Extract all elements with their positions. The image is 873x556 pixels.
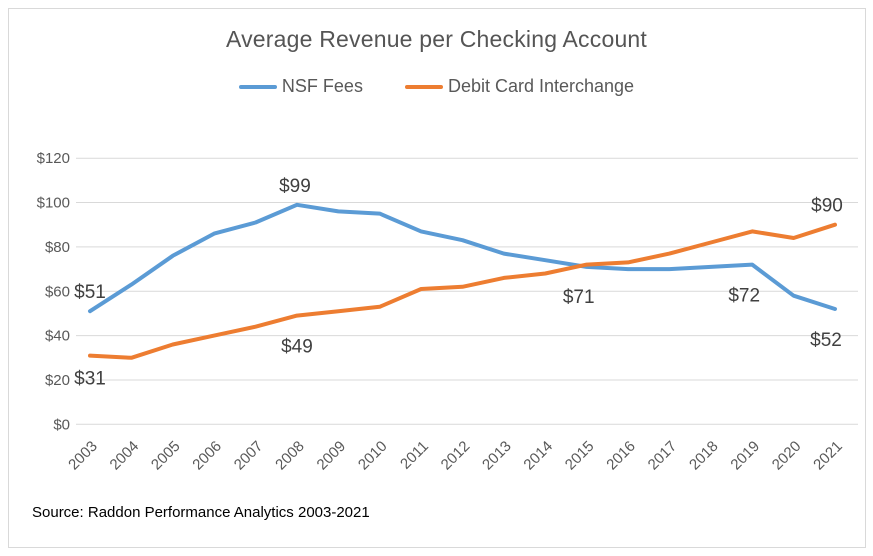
source-note: Source: Raddon Performance Analytics 200… [32,504,370,521]
data-label: $31 [74,369,106,390]
data-label: $49 [281,337,313,358]
data-label: $72 [728,286,760,307]
x-axis-tick-label: 2006 [189,438,225,474]
nsf-fees-line-swatch-icon [238,84,277,89]
data-label: $51 [74,282,106,303]
x-axis-tick-label: 2005 [148,438,184,474]
x-axis-tick-label: 2003 [65,438,101,474]
debit-card-interchange-line [88,222,837,360]
data-label: $52 [810,330,842,351]
data-label: $71 [563,287,595,308]
x-axis-tick-label: 2007 [231,438,267,474]
x-axis-tick-label: 2017 [645,438,681,474]
x-axis-tick-label: 2018 [686,438,722,474]
chart-title: Average Revenue per Checking Account [225,26,648,52]
x-axis-tick-label: 2015 [562,438,598,474]
x-axis-tick-label: 2012 [438,438,474,474]
y-axis-tick-label: $100 [37,195,70,212]
x-axis-tick-label: 2019 [727,438,763,474]
legend-label-nsf-fees: NSF Fees [281,76,363,96]
legend-item-nsf-fees: NSF Fees [238,76,363,97]
legend: NSF Fees Debit Card Interchange [0,76,873,97]
x-axis-tick-label: 2004 [107,438,143,474]
nsf-fees-line [88,202,837,314]
x-axis-tick-label: 2013 [479,438,515,474]
x-axis-tick-label: 2016 [603,438,639,474]
x-axis-tick-label: 2008 [272,438,308,474]
debit-card-interchange-line-swatch-icon [404,84,443,89]
x-axis-tick-label: 2010 [355,438,391,474]
legend-item-debit-card-interchange: Debit Card Interchange [404,76,635,97]
x-axis-tick-label: 2021 [810,438,846,474]
legend-label-debit-card-interchange: Debit Card Interchange [447,76,635,96]
x-axis-tick-label: 2020 [769,438,805,474]
y-axis-tick-label: $60 [45,283,70,300]
chart-frame [8,8,866,548]
x-axis-tick-label: 2014 [520,438,556,474]
data-label: $99 [279,176,311,197]
y-axis-tick-label: $20 [45,372,70,389]
x-axis-tick-label: 2011 [397,438,432,473]
y-axis-tick-label: $120 [37,150,70,167]
data-label: $90 [811,196,843,217]
y-axis-tick-label: $80 [45,239,70,256]
y-axis-tick-label: $40 [45,328,70,345]
y-axis-tick-label: $0 [53,416,70,433]
x-axis-tick-label: 2009 [314,438,350,474]
